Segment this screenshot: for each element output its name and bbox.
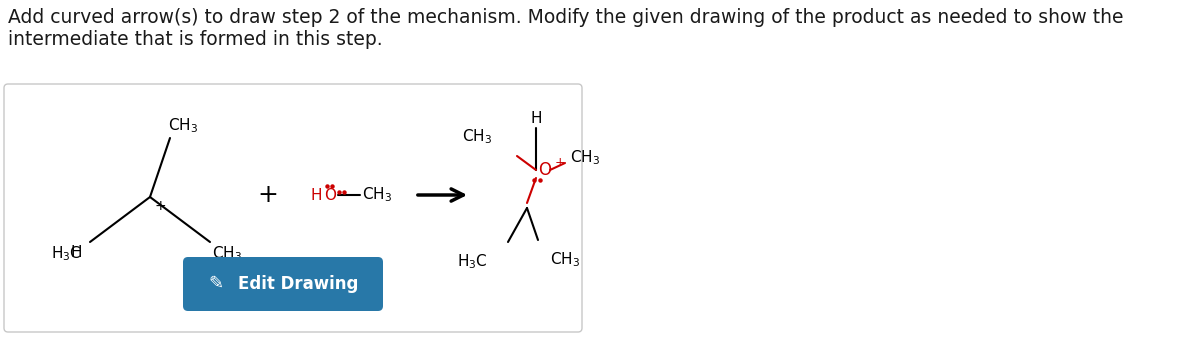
Text: $\mathregular{H_3C}$: $\mathregular{H_3C}$ xyxy=(52,244,82,263)
Text: intermediate that is formed in this step.: intermediate that is formed in this step… xyxy=(8,30,383,49)
Text: $\mathregular{H}$: $\mathregular{H}$ xyxy=(70,244,82,260)
Text: $\mathregular{+}$: $\mathregular{+}$ xyxy=(554,155,565,168)
Text: $\mathregular{H_3C}$: $\mathregular{H_3C}$ xyxy=(457,252,488,271)
Text: $\mathregular{H}$: $\mathregular{H}$ xyxy=(310,187,322,203)
Text: Edit Drawing: Edit Drawing xyxy=(238,275,358,293)
Text: ✎: ✎ xyxy=(209,275,223,293)
Text: $\mathregular{O}$: $\mathregular{O}$ xyxy=(324,187,337,203)
FancyBboxPatch shape xyxy=(4,84,582,332)
Text: +: + xyxy=(258,183,278,207)
Text: Add curved arrow(s) to draw step 2 of the mechanism. Modify the given drawing of: Add curved arrow(s) to draw step 2 of th… xyxy=(8,8,1123,27)
Text: $\mathregular{H}$: $\mathregular{H}$ xyxy=(530,110,542,126)
Text: $\mathregular{CH_3}$: $\mathregular{CH_3}$ xyxy=(168,116,198,135)
Text: +: + xyxy=(154,199,166,213)
Text: $\mathregular{CH_3}$: $\mathregular{CH_3}$ xyxy=(462,127,492,146)
Text: $\mathregular{CH_3}$: $\mathregular{CH_3}$ xyxy=(362,186,392,204)
Text: $\mathregular{CH_3}$: $\mathregular{CH_3}$ xyxy=(570,149,600,167)
Text: $\mathregular{CH_3}$: $\mathregular{CH_3}$ xyxy=(550,250,580,269)
FancyBboxPatch shape xyxy=(182,257,383,311)
Text: $\mathregular{CH_3}$: $\mathregular{CH_3}$ xyxy=(212,244,242,263)
Text: $\mathregular{O}$: $\mathregular{O}$ xyxy=(538,161,552,179)
